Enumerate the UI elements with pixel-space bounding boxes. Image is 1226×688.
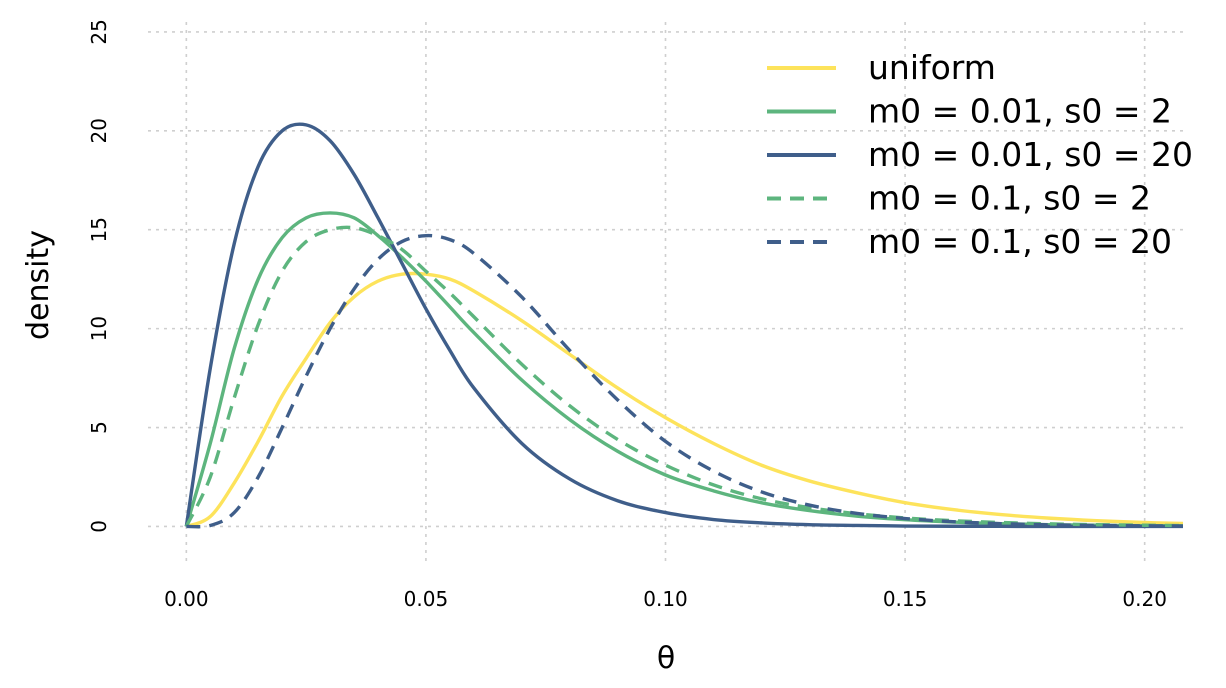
legend-label: m0 = 0.01, s0 = 2 [868, 92, 1172, 131]
y-tick-label: 5 [87, 421, 111, 434]
grid-layer [148, 22, 1183, 566]
legend-label: m0 = 0.01, s0 = 20 [868, 135, 1193, 174]
x-tick-label: 0.05 [404, 587, 449, 611]
x-axis-tick-labels: 0.00 0.05 0.10 0.15 0.20 [164, 587, 1167, 611]
y-tick-label: 20 [87, 118, 111, 143]
y-tick-label: 10 [87, 316, 111, 341]
series-line-m0-0-1-s0-2 [184, 225, 1184, 528]
y-tick-label: 25 [87, 19, 111, 44]
x-tick-label: 0.15 [883, 587, 928, 611]
series-line-m0-0-1-s0-20 [186, 233, 1184, 529]
series-line-uniform [185, 271, 1184, 529]
legend-label: m0 = 0.1, s0 = 2 [868, 179, 1151, 218]
y-axis-tick-labels: 0 5 10 15 20 25 [87, 19, 111, 533]
series-line-m0-0-01-s0-20 [184, 122, 1183, 529]
x-tick-label: 0.00 [164, 587, 209, 611]
x-tick-label: 0.10 [643, 587, 688, 611]
series-layer [184, 122, 1184, 529]
y-axis-label: density [21, 230, 56, 340]
x-axis-label: θ [657, 641, 675, 676]
y-tick-label: 15 [87, 217, 111, 242]
legend-label: uniform [868, 48, 996, 87]
y-tick-label: 0 [87, 520, 111, 533]
legend: uniform m0 = 0.01, s0 = 2 m0 = 0.01, s0 = … [767, 48, 1193, 261]
legend-label: m0 = 0.1, s0 = 20 [868, 222, 1172, 261]
x-tick-label: 0.20 [1122, 587, 1167, 611]
